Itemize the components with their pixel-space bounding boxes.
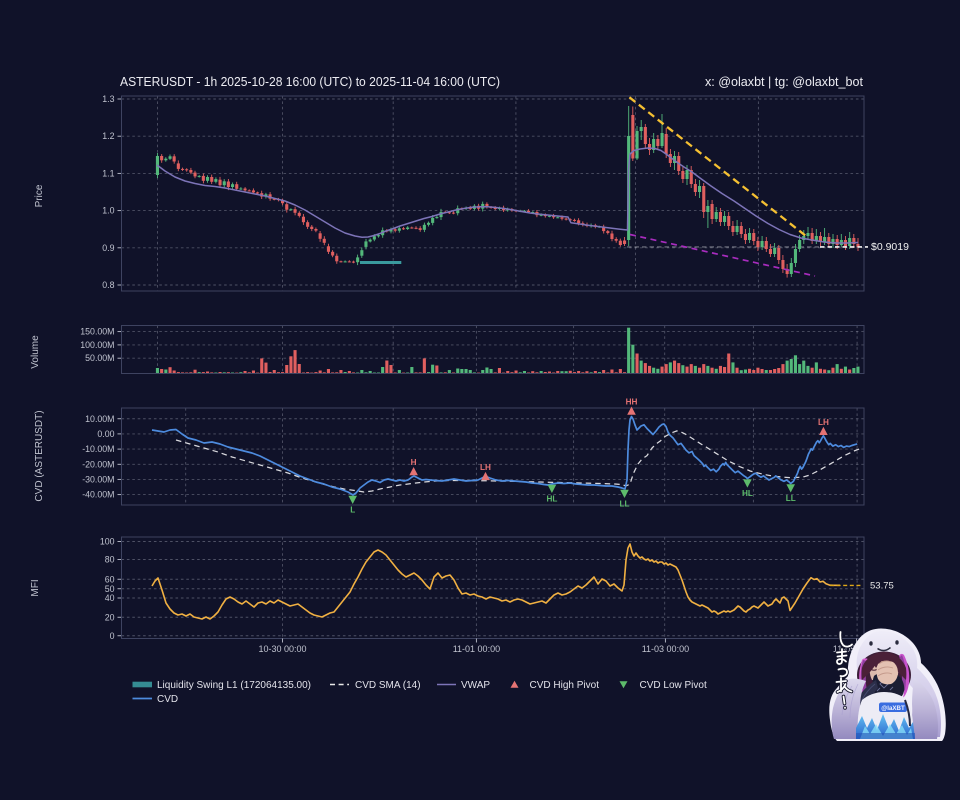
svg-text:HL: HL — [742, 489, 753, 498]
svg-text:10-30 00:00: 10-30 00:00 — [258, 644, 306, 654]
svg-text:x: @olaxbt | tg: @olaxbt_bot: x: @olaxbt | tg: @olaxbt_bot — [705, 75, 863, 89]
svg-text:-30.00M: -30.00M — [82, 474, 114, 484]
svg-text:-20.00M: -20.00M — [82, 459, 114, 469]
svg-text:ASTERUSDT - 1h 2025-10-28 16:0: ASTERUSDT - 1h 2025-10-28 16:00 (UTC) to… — [120, 74, 500, 89]
svg-text:0.00: 0.00 — [97, 429, 114, 439]
svg-text:1.2: 1.2 — [102, 131, 114, 141]
svg-text:20: 20 — [105, 612, 115, 622]
svg-text:HH: HH — [626, 398, 638, 407]
svg-text:LL: LL — [619, 500, 629, 509]
svg-text:LH: LH — [818, 418, 829, 427]
svg-text:100: 100 — [100, 537, 115, 547]
svg-text:11-01 00:00: 11-01 00:00 — [453, 644, 500, 654]
svg-text:1.0: 1.0 — [102, 206, 114, 216]
svg-text:CVD SMA (14): CVD SMA (14) — [355, 680, 421, 691]
svg-text:@laXBT: @laXBT — [881, 705, 905, 712]
svg-text:0.8: 0.8 — [102, 280, 114, 290]
svg-text:53.75: 53.75 — [870, 581, 894, 592]
svg-text:CVD (ASTERUSDT): CVD (ASTERUSDT) — [34, 410, 45, 501]
svg-text:100.00M: 100.00M — [80, 340, 114, 350]
svg-text:0.9: 0.9 — [102, 243, 114, 253]
svg-text:MFI: MFI — [30, 579, 41, 596]
svg-text:10.00M: 10.00M — [85, 414, 114, 424]
svg-text:CVD Low Pivot: CVD Low Pivot — [640, 680, 707, 691]
svg-text:Price: Price — [34, 184, 45, 207]
svg-text:HL: HL — [546, 495, 557, 504]
svg-text:$0.9019: $0.9019 — [871, 241, 909, 253]
svg-text:LL: LL — [786, 494, 796, 503]
svg-text:H: H — [411, 458, 417, 467]
svg-text:60: 60 — [105, 574, 115, 584]
svg-text:50: 50 — [105, 584, 115, 594]
svg-text:1.3: 1.3 — [102, 94, 114, 104]
svg-text:-10.00M: -10.00M — [82, 444, 114, 454]
svg-text:-40.00M: -40.00M — [82, 490, 114, 500]
svg-text:1.1: 1.1 — [102, 168, 114, 178]
svg-text:50.00M: 50.00M — [85, 353, 114, 363]
svg-text:150.00M: 150.00M — [80, 327, 114, 337]
svg-text:Volume: Volume — [30, 335, 41, 369]
svg-text:11-03 00:00: 11-03 00:00 — [642, 644, 689, 654]
svg-text:40: 40 — [105, 593, 115, 603]
svg-text:Liquidity Swing L1 (172064135.: Liquidity Swing L1 (172064135.00) — [157, 680, 311, 691]
svg-text:0: 0 — [110, 631, 115, 641]
svg-text:CVD: CVD — [157, 694, 178, 705]
svg-text:80: 80 — [105, 555, 115, 565]
svg-text:L: L — [350, 506, 355, 515]
svg-text:CVD High Pivot: CVD High Pivot — [530, 680, 600, 691]
svg-text:LH: LH — [480, 463, 491, 472]
svg-text:VWAP: VWAP — [461, 680, 490, 691]
